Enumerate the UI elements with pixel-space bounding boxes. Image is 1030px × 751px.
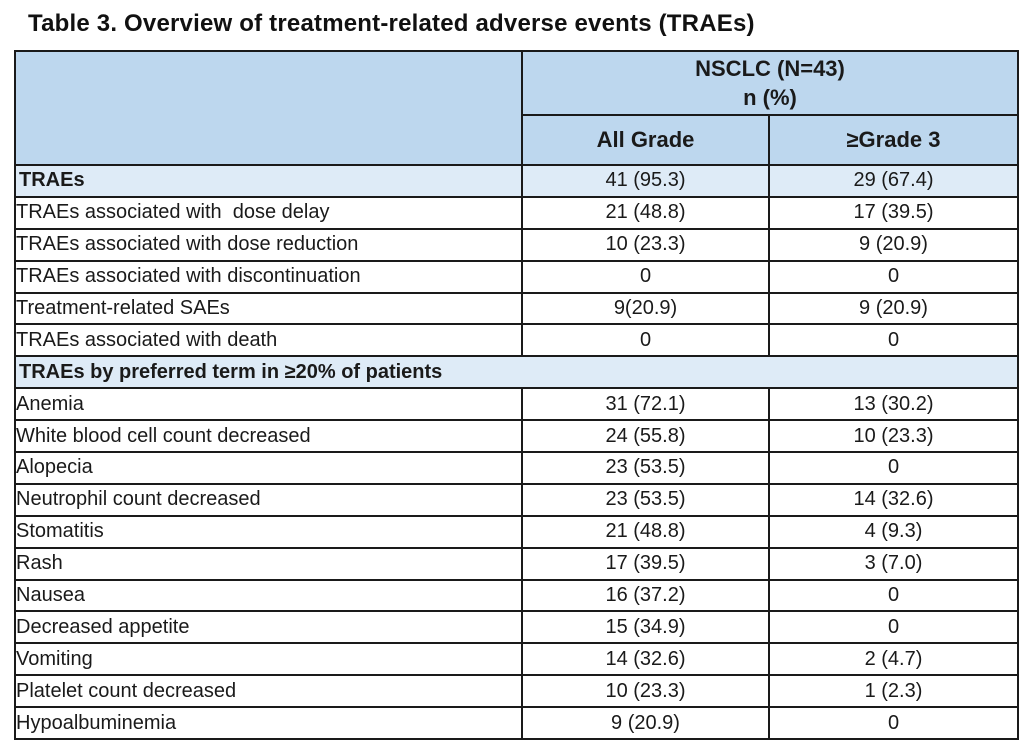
grade3-cell: 0 [768, 323, 1019, 358]
row-label-cell: TRAEs associated with dose reduction [14, 227, 523, 262]
table-row: Stomatitis 21 (48.8) 4 (9.3) [14, 514, 1019, 549]
table-row: Platelet count decreased 10 (23.3) 1 (2.3) [14, 674, 1019, 709]
table-row: Rash 17 (39.5) 3 (7.0) [14, 546, 1019, 581]
all-grade-cell: 0 [521, 259, 770, 294]
row-label-cell: TRAEs associated with discontinuation [14, 259, 523, 294]
table-row: Vomiting 14 (32.6) 2 (4.7) [14, 642, 1019, 677]
row-label-cell: Nausea [14, 578, 523, 613]
all-grade-cell: 0 [521, 323, 770, 358]
all-grade-cell: 41 (95.3) [521, 164, 770, 198]
all-grade-cell: 16 (37.2) [521, 578, 770, 613]
row-label-cell: Anemia [14, 387, 523, 422]
all-grade-cell: 23 (53.5) [521, 482, 770, 517]
all-grade-cell: 15 (34.9) [521, 610, 770, 645]
all-grade-cell: 9(20.9) [521, 291, 770, 326]
grade3-cell: 0 [768, 706, 1019, 741]
section-label-cell: TRAEs by preferred term in ≥20% of patie… [14, 355, 1019, 390]
group-header-line2: n (%) [743, 85, 797, 110]
table-row: TRAEs associated with dose delay 21 (48.8… [14, 195, 1019, 230]
grade3-cell: 9 (20.9) [768, 291, 1019, 326]
group-header-line1: NSCLC (N=43) [695, 56, 845, 81]
row-label-cell: Hypoalbuminemia [14, 706, 523, 741]
header-row-columns: All Grade ≥Grade 3 [15, 114, 1019, 166]
row-label-cell: Vomiting [14, 642, 523, 677]
grade3-cell: 3 (7.0) [768, 546, 1019, 581]
row-label-cell: TRAEs [14, 164, 523, 198]
all-grade-cell: 24 (55.8) [521, 419, 770, 454]
row-label-cell: Decreased appetite [14, 610, 523, 645]
grade3-cell: 29 (67.4) [768, 164, 1019, 198]
grade3-cell: 0 [768, 578, 1019, 613]
grade3-cell: 1 (2.3) [768, 674, 1019, 709]
grade3-cell: 4 (9.3) [768, 514, 1019, 549]
table-header: NSCLC (N=43) n (%) All Grade ≥Grade 3 [14, 50, 1019, 166]
row-label-cell: Neutrophil count decreased [14, 482, 523, 517]
table-row: Neutrophil count decreased 23 (53.5) 14 (3… [14, 482, 1019, 517]
grade3-cell: 17 (39.5) [768, 195, 1019, 230]
table-row: Nausea 16 (37.2) 0 [14, 578, 1019, 613]
table-body: TRAEs 41 (95.3) 29 (67.4) TRAEs associated … [14, 164, 1019, 741]
row-label-cell: White blood cell count decreased [14, 419, 523, 454]
group-header-cell: NSCLC (N=43) n (%) [521, 50, 1019, 116]
table-row: Treatment-related SAEs 9(20.9) 9 (20.9) [14, 291, 1019, 326]
col-header-all-grade: All Grade [521, 114, 770, 166]
table-title: Table 3. Overview of treatment-related a… [28, 10, 755, 37]
all-grade-cell: 21 (48.8) [521, 514, 770, 549]
table-row: Alopecia 23 (53.5) 0 [14, 451, 1019, 485]
table-row: TRAEs associated with discontinuation 0 0 [14, 259, 1019, 294]
table-row: Anemia 31 (72.1) 13 (30.2) [14, 387, 1019, 422]
grade3-cell: 0 [768, 451, 1019, 485]
all-grade-cell: 14 (32.6) [521, 642, 770, 677]
all-grade-cell: 10 (23.3) [521, 674, 770, 709]
grade3-cell: 9 (20.9) [768, 227, 1019, 262]
grade3-cell: 0 [768, 259, 1019, 294]
grade3-cell: 13 (30.2) [768, 387, 1019, 422]
header-row-group: NSCLC (N=43) n (%) [14, 50, 1019, 166]
row-label-cell: Stomatitis [14, 514, 523, 549]
table-row: Hypoalbuminemia 9 (20.9) 0 [14, 706, 1019, 741]
all-grade-cell: 9 (20.9) [521, 706, 770, 741]
row-label-cell: Alopecia [14, 451, 523, 485]
grade3-cell: 2 (4.7) [768, 642, 1019, 677]
corner-cell [14, 50, 523, 166]
table-row: TRAEs 41 (95.3) 29 (67.4) [14, 164, 1019, 198]
all-grade-cell: 23 (53.5) [521, 451, 770, 485]
table-row: TRAEs associated with dose reduction 10 (… [14, 227, 1019, 262]
grade3-cell: 0 [768, 610, 1019, 645]
table-row: TRAEs associated with death 0 0 [14, 323, 1019, 358]
all-grade-cell: 10 (23.3) [521, 227, 770, 262]
all-grade-cell: 31 (72.1) [521, 387, 770, 422]
row-label-cell: Platelet count decreased [14, 674, 523, 709]
row-label-cell: Rash [14, 546, 523, 581]
row-label-cell: Treatment-related SAEs [14, 291, 523, 326]
row-label-cell: TRAEs associated with death [14, 323, 523, 358]
table-row: White blood cell count decreased 24 (55.8… [14, 419, 1019, 454]
all-grade-cell: 17 (39.5) [521, 546, 770, 581]
section-row: TRAEs by preferred term in ≥20% of patie… [14, 355, 1019, 390]
row-label-cell: TRAEs associated with dose delay [14, 195, 523, 230]
grade3-cell: 10 (23.3) [768, 419, 1019, 454]
table-row: Decreased appetite 15 (34.9) 0 [14, 610, 1019, 645]
traes-table: NSCLC (N=43) n (%) All Grade ≥Grade 3 TR… [14, 50, 1019, 741]
all-grade-cell: 21 (48.8) [521, 195, 770, 230]
col-header-grade3: ≥Grade 3 [768, 114, 1019, 166]
grade3-cell: 14 (32.6) [768, 482, 1019, 517]
